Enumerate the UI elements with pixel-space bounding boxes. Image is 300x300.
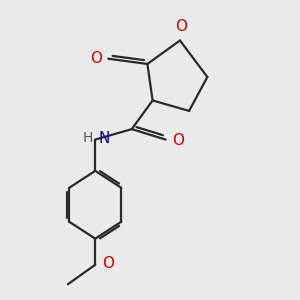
Text: N: N <box>98 131 110 146</box>
Text: O: O <box>175 19 187 34</box>
Text: H: H <box>82 131 93 145</box>
Text: O: O <box>90 51 102 66</box>
Text: O: O <box>102 256 114 271</box>
Text: O: O <box>172 134 184 148</box>
